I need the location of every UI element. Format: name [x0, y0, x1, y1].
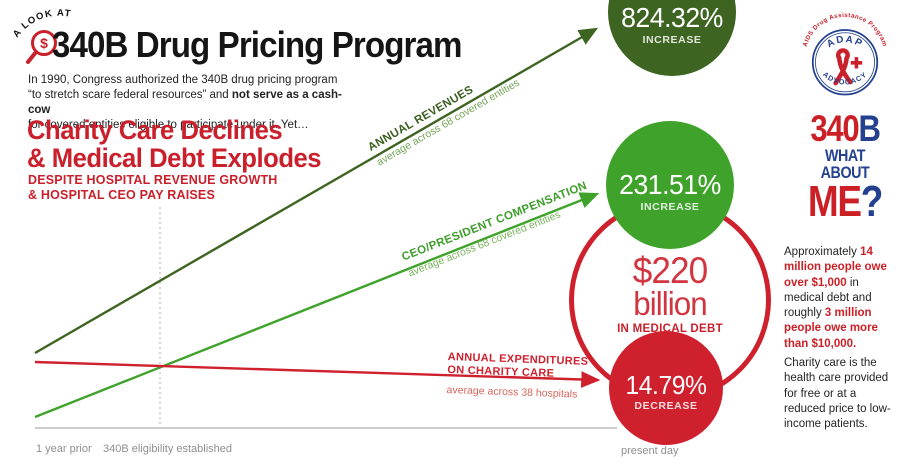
- charity-expenditures-label: ANNUAL EXPENDITURES ON CHARITY CARE aver…: [446, 351, 589, 401]
- adap-advocacy-logo: AIDS Drug Assistance Program ADAP ADVOCA…: [802, 12, 888, 96]
- debt-label: IN MEDICAL DEBT: [617, 323, 723, 336]
- axis-label-eligibility: 340B eligibility established: [103, 443, 233, 455]
- dollar-glyph: $: [40, 35, 48, 51]
- intro-line2: “to stretch scare federal resources” and…: [28, 88, 342, 116]
- axis-label-year-prior: 1 year prior: [36, 443, 92, 455]
- revenue-stat-label: INCREASE: [642, 34, 702, 46]
- charity-stat-label: DECREASE: [634, 400, 698, 412]
- 340b-what-about-me-logo: 340B WHAT ABOUT ME?: [807, 108, 884, 226]
- compensation-stat-circle: 231.51% INCREASE: [606, 121, 734, 249]
- medical-debt-paragraph: Approximately 14 million people owe over…: [784, 246, 887, 350]
- annual-revenues-line: [34, 27, 599, 355]
- charity-stat-value: 14.79%: [625, 370, 707, 400]
- intro-bold: not serve as a cash-cow: [28, 88, 342, 116]
- page-title: 340B Drug Pricing Program: [52, 24, 462, 65]
- red-ribbon-icon: [833, 48, 853, 86]
- headline: Charity Care Declines & Medical Debt Exp…: [27, 115, 322, 174]
- red-cross-icon: [850, 57, 863, 69]
- compensation-stat-value: 231.51%: [619, 169, 721, 200]
- intro-line1: In 1990, Congress authorized the 340B dr…: [28, 74, 338, 86]
- revenue-stat-value: 824.32%: [621, 2, 723, 33]
- charity-expenditures-line: [34, 360, 601, 388]
- subheadline: DESPITE HOSPITAL REVENUE GROWTH & HOSPIT…: [28, 173, 278, 202]
- axis-label-present-day: present day: [621, 445, 679, 457]
- charity-care-definition: Charity care is the health care provided…: [784, 357, 891, 431]
- magnifier-handle: [26, 50, 38, 64]
- medical-debt-callout: $220 billion IN MEDICAL DEBT: [602, 252, 738, 335]
- intro-line3: for covered entities eligible to partici…: [28, 118, 309, 131]
- ceo-compensation-line: [34, 192, 600, 419]
- intro-paragraph: In 1990, Congress authorized the 340B dr…: [28, 73, 364, 133]
- charity-stat-circle: 14.79% DECREASE: [609, 331, 723, 445]
- compensation-stat-label: INCREASE: [640, 201, 700, 213]
- magnifier-dollar-icon: A LOOK AT $: [13, 8, 71, 64]
- debt-amount: $220: [632, 250, 708, 291]
